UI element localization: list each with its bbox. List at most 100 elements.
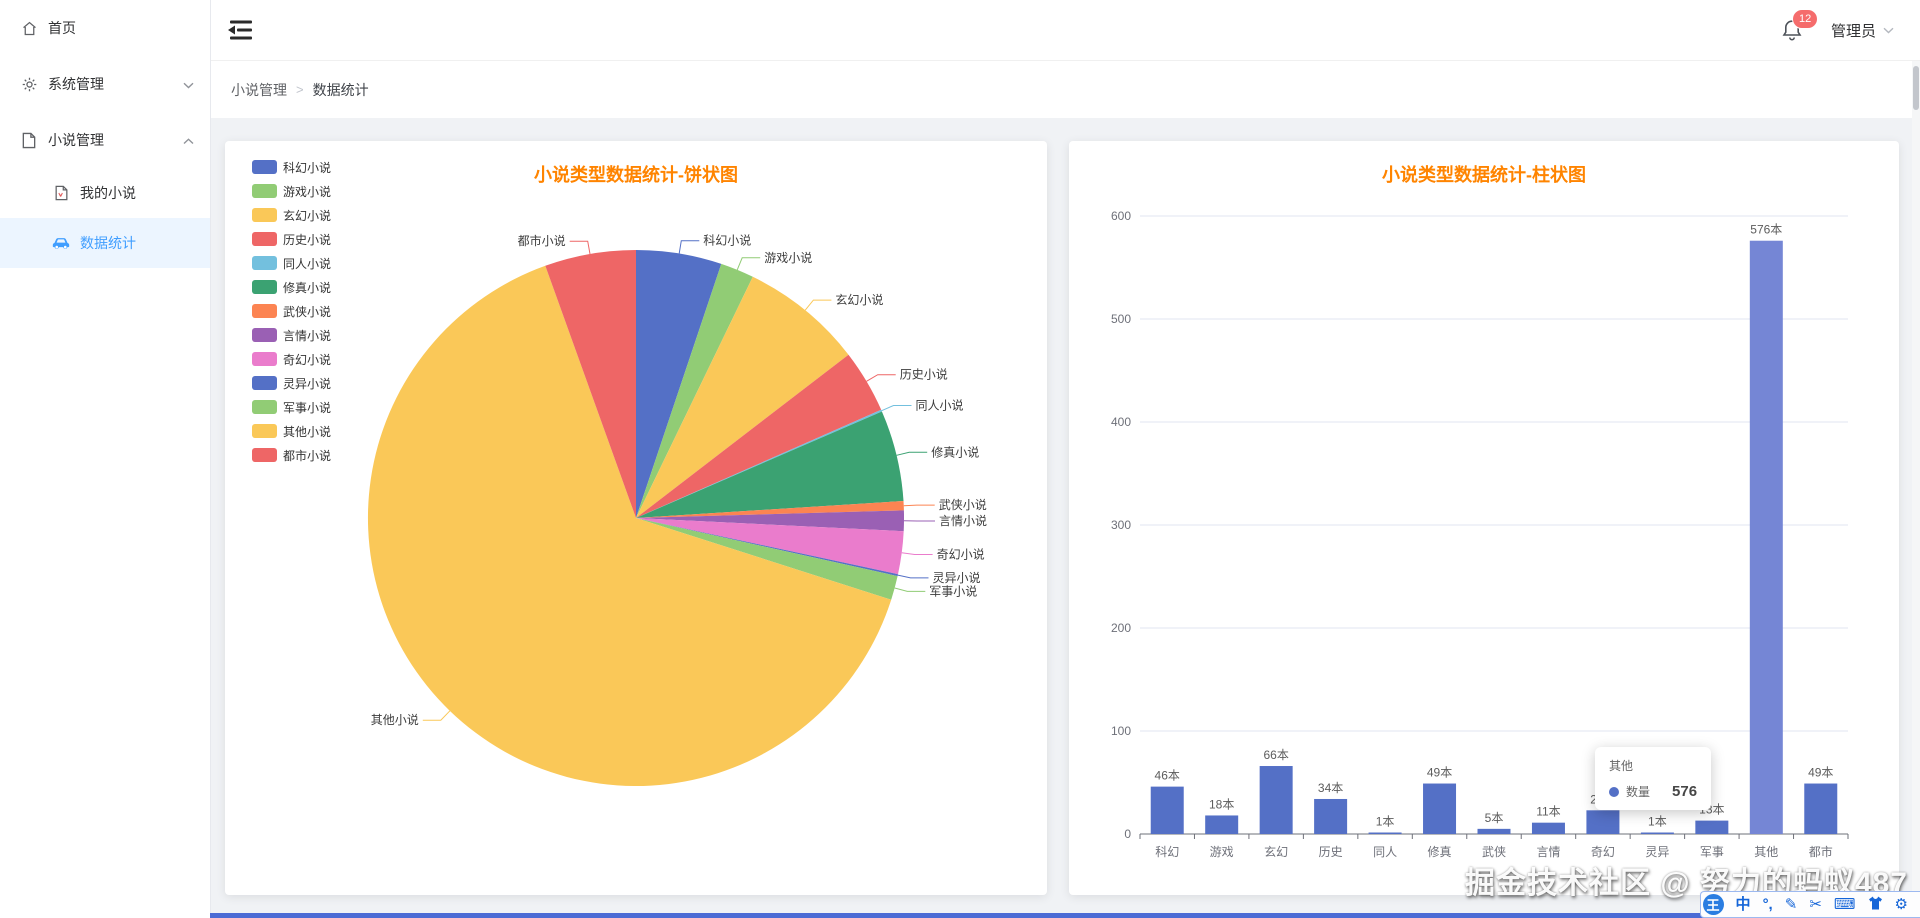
- x-axis-category-label: 都市: [1809, 844, 1833, 859]
- legend-item[interactable]: 游戏小说: [252, 184, 331, 199]
- sidebar-item-system-management[interactable]: 系统管理: [0, 56, 210, 112]
- bar[interactable]: [1259, 766, 1293, 834]
- bar[interactable]: [1477, 828, 1511, 834]
- legend-item[interactable]: 军事小说: [252, 400, 331, 415]
- pie-label-line: [736, 257, 761, 271]
- legend-item[interactable]: 玄幻小说: [252, 208, 332, 223]
- pie-slice[interactable]: [636, 354, 882, 518]
- bar[interactable]: [1586, 810, 1620, 834]
- legend-swatch: [252, 232, 277, 246]
- bar[interactable]: [1314, 798, 1348, 834]
- pie-slice[interactable]: [636, 249, 722, 518]
- tooltip-value: 576: [1672, 783, 1698, 800]
- notification-badge: 12: [1791, 9, 1819, 29]
- legend-swatch: [252, 352, 277, 366]
- legend-item[interactable]: 都市小说: [252, 448, 331, 463]
- sidebar-item-data-statistics[interactable]: 数据统计: [0, 218, 210, 268]
- bar[interactable]: [1205, 815, 1239, 834]
- bar[interactable]: [1804, 783, 1838, 834]
- pie-slice[interactable]: [545, 250, 636, 518]
- legend-item[interactable]: 科幻小说: [252, 160, 331, 175]
- pie-slice[interactable]: [636, 518, 898, 600]
- legend-item[interactable]: 奇幻小说: [252, 352, 331, 367]
- pie-slice[interactable]: [636, 518, 898, 577]
- legend-swatch: [252, 376, 277, 390]
- bar[interactable]: [1640, 832, 1674, 835]
- sidebar-item-novel-management[interactable]: 小说管理: [0, 112, 210, 168]
- bar[interactable]: [1749, 240, 1783, 835]
- legend-label: 其他小说: [283, 424, 332, 439]
- breadcrumb-separator-icon: >: [296, 82, 304, 97]
- x-axis-category-label: 科幻: [1155, 845, 1179, 859]
- pie-chart: 科幻小说游戏小说玄幻小说历史小说同人小说修真小说武侠小说言情小说奇幻小说灵异小说…: [367, 233, 987, 787]
- bar-value-label: 66本: [1263, 748, 1288, 762]
- y-axis-tick-label: 600: [1111, 209, 1131, 223]
- file-icon: [52, 184, 70, 202]
- x-axis-category-label: 军事: [1700, 845, 1724, 859]
- legend-swatch: [252, 160, 277, 174]
- pie-slice-label: 武侠小说: [939, 497, 987, 512]
- pie-label-line: [881, 405, 912, 412]
- pie-slice[interactable]: [367, 265, 892, 787]
- pie-slice[interactable]: [636, 263, 753, 518]
- x-axis-category-label: 武侠: [1482, 845, 1506, 859]
- pie-label-line: [894, 587, 926, 592]
- sidebar-collapse-icon[interactable]: [224, 15, 256, 45]
- pie-slice[interactable]: [636, 411, 904, 519]
- pie-slice-label: 其他小说: [371, 712, 419, 727]
- user-menu[interactable]: 管理员: [1831, 20, 1894, 41]
- notification-bell-icon[interactable]: 12: [1781, 9, 1819, 42]
- pie-slice[interactable]: [636, 276, 849, 518]
- ime-clipboard-scissors-icon[interactable]: ✂: [1809, 896, 1822, 913]
- ime-virtual-keyboard-icon[interactable]: ⌨: [1833, 896, 1856, 913]
- ime-settings-gear-icon[interactable]: ⚙: [1894, 896, 1908, 913]
- pie-slice-label: 游戏小说: [764, 250, 812, 265]
- pie-slice[interactable]: [636, 510, 905, 532]
- pie-label-line: [678, 240, 700, 254]
- chart-tooltip: 其他 数量 576: [1595, 747, 1712, 810]
- ime-punctuation-mode-icon[interactable]: °,: [1762, 896, 1773, 913]
- legend-item[interactable]: 修真小说: [252, 280, 331, 295]
- legend-label: 灵异小说: [283, 376, 332, 391]
- pie-label-line: [866, 374, 896, 382]
- legend-item[interactable]: 言情小说: [252, 328, 331, 343]
- pie-chart-card: 小说类型数据统计-饼状图 科幻小说 游戏小说 玄幻小说 历史小说 同人小说 修真小说 武侠小…: [225, 141, 1047, 895]
- legend-item[interactable]: 灵异小说: [252, 376, 332, 391]
- pie-label-line: [901, 552, 933, 555]
- bar-chart-title: 小说类型数据统计-柱状图: [1382, 165, 1586, 185]
- x-axis-category-label: 言情: [1536, 845, 1560, 859]
- legend-item[interactable]: 同人小说: [252, 256, 331, 271]
- breadcrumb-section[interactable]: 小说管理: [231, 81, 287, 98]
- pie-slice[interactable]: [636, 409, 882, 518]
- vertical-scrollbar[interactable]: [1912, 61, 1920, 918]
- ime-handwriting-icon[interactable]: ✎: [1784, 896, 1798, 913]
- bar[interactable]: [1150, 786, 1184, 834]
- legend-swatch: [252, 448, 277, 462]
- bar[interactable]: [1368, 832, 1402, 835]
- ime-logo-icon[interactable]: 王: [1702, 894, 1724, 915]
- ime-language-mode-icon[interactable]: 中: [1735, 896, 1751, 913]
- pie-chart-title: 小说类型数据统计-饼状图: [534, 165, 738, 185]
- bar[interactable]: [1423, 783, 1457, 834]
- pie-slice[interactable]: [636, 501, 904, 518]
- chevron-down-icon: [1883, 27, 1894, 33]
- document-icon: [20, 131, 38, 149]
- legend-item[interactable]: 武侠小说: [252, 304, 331, 319]
- bar[interactable]: [1531, 822, 1565, 834]
- pie-slice-label: 都市小说: [518, 233, 566, 248]
- bar[interactable]: [1695, 820, 1729, 834]
- legend-item[interactable]: 其他小说: [252, 424, 332, 439]
- pie-label-line: [897, 574, 929, 579]
- pie-slice[interactable]: [636, 518, 904, 575]
- x-axis-category-label: 其他: [1754, 845, 1778, 859]
- ime-skin-icon[interactable]: [1868, 896, 1883, 913]
- home-icon: [20, 19, 38, 37]
- scrollbar-thumb[interactable]: [1913, 66, 1919, 110]
- sidebar-item-home[interactable]: 首页: [0, 0, 210, 56]
- legend-item[interactable]: 历史小说: [252, 232, 331, 247]
- sidebar-item-my-novels[interactable]: 我的小说: [0, 168, 210, 218]
- legend-label: 玄幻小说: [283, 208, 332, 223]
- bar-value-label: 49本: [1808, 766, 1833, 780]
